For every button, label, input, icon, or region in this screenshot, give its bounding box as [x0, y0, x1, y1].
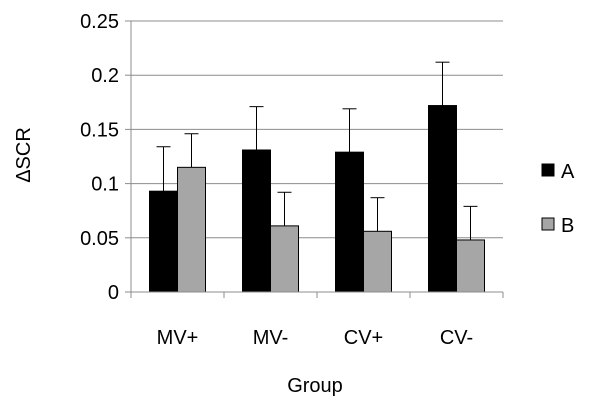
legend-swatch-b: [541, 217, 555, 231]
bar-a-cvminus: [428, 105, 457, 293]
y-tick-label: 0.2: [91, 65, 119, 87]
legend-swatch-a: [541, 163, 555, 177]
y-tick-label: 0.15: [80, 119, 119, 141]
legend-label-b: B: [561, 215, 574, 237]
x-tick-label: MV+: [157, 327, 199, 349]
y-tick-label: 0.25: [80, 11, 119, 33]
y-tick-label: 0.1: [91, 174, 119, 196]
y-axis-title: ΔSCR: [13, 127, 35, 183]
x-tick-label: CV+: [344, 327, 383, 349]
bar-a-cvplus: [335, 151, 364, 293]
bar-b-mvplus: [177, 166, 206, 293]
y-tick-label: 0.05: [80, 228, 119, 250]
x-tick-label: CV-: [440, 327, 473, 349]
x-tick-label: MV-: [253, 327, 289, 349]
x-axis-title: Group: [287, 375, 343, 397]
bar-a-mvplus: [149, 190, 178, 293]
bar-b-cvminus: [456, 239, 485, 293]
bar-b-mvminus: [270, 225, 299, 293]
error-bars: [156, 61, 478, 240]
bars: [149, 105, 485, 293]
bar-b-cvplus: [363, 230, 392, 293]
axes: [125, 20, 504, 298]
tick-labels: 0 0.05 0.1 0.15 0.2 0.25 MV+ MV- CV+ CV-: [80, 11, 473, 349]
bar-a-mvminus: [242, 149, 271, 293]
legend: AB: [541, 161, 575, 237]
legend-label-a: A: [561, 161, 575, 183]
y-tick-label: 0: [108, 282, 119, 304]
